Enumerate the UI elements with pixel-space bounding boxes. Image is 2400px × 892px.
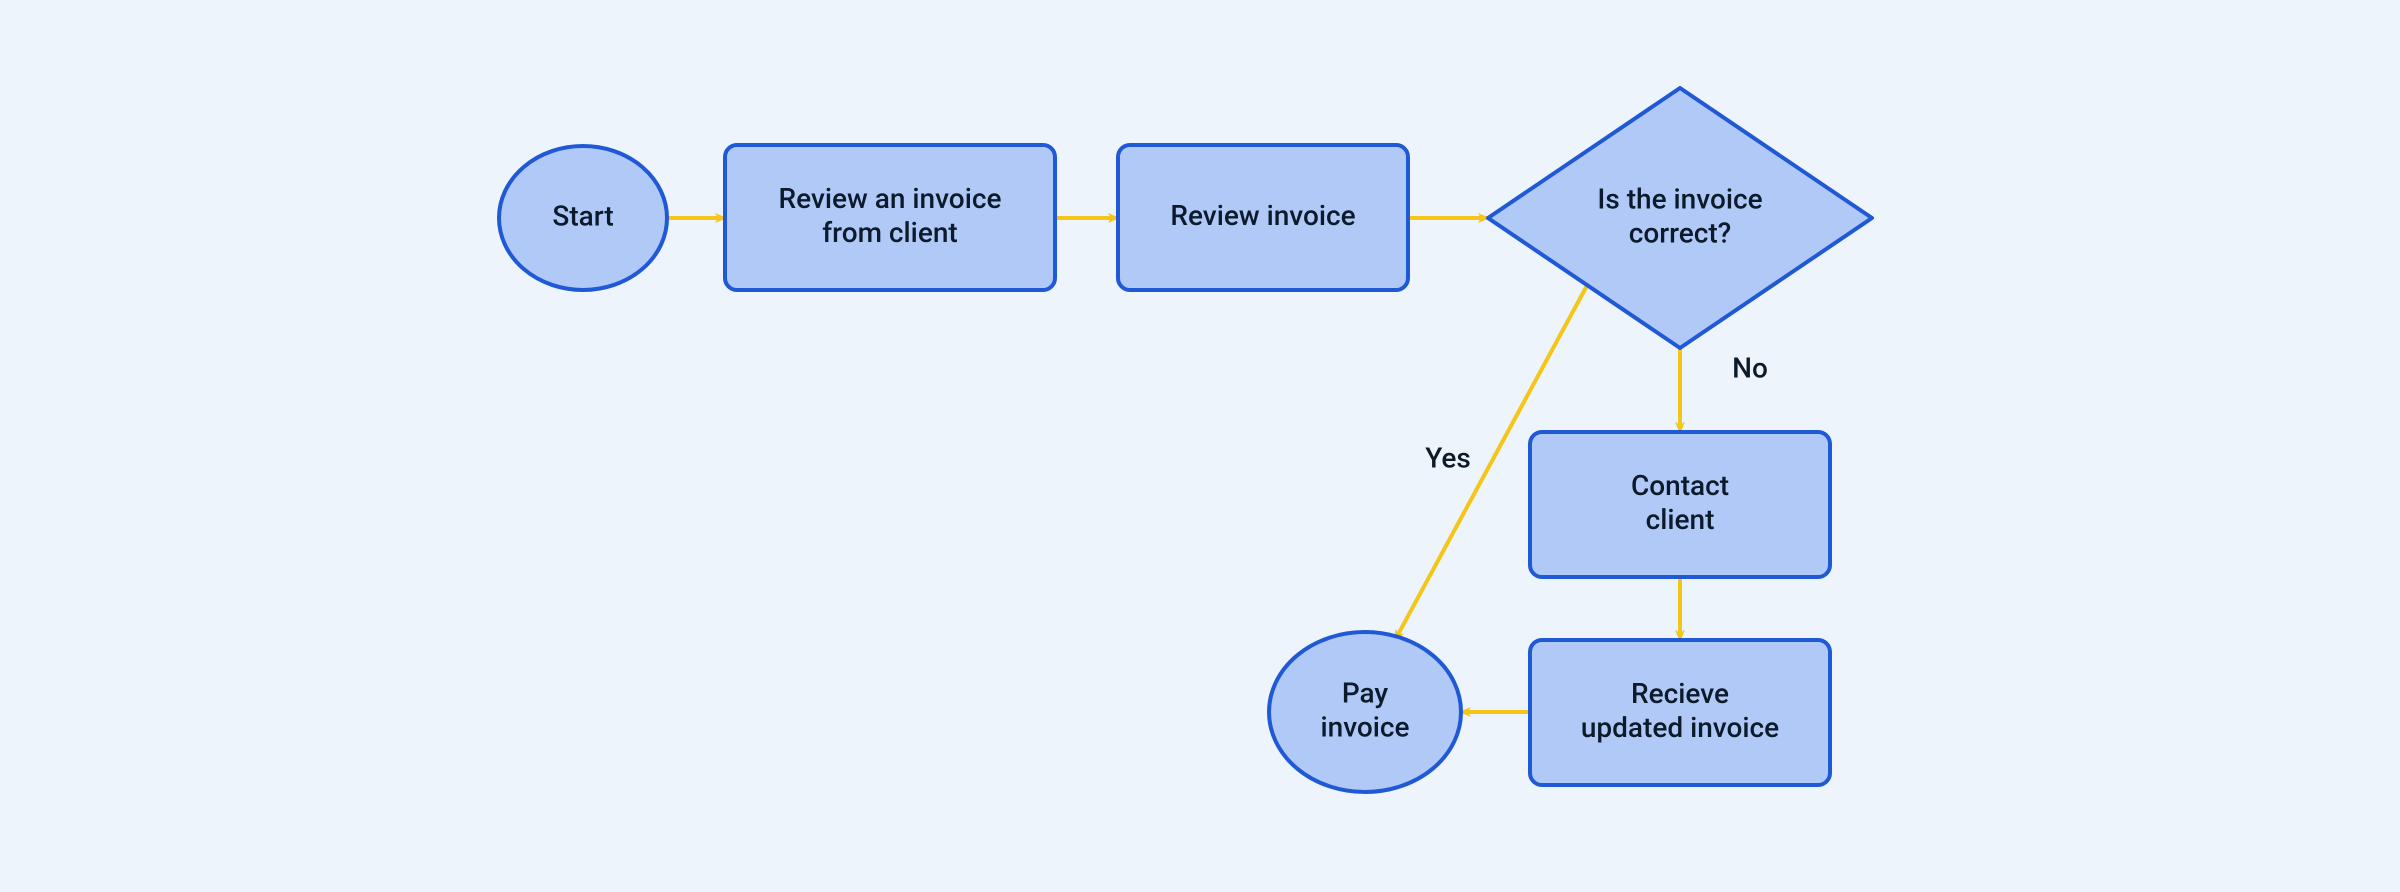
node-review_from_client-label-line-1: from client bbox=[822, 216, 957, 249]
edge-label-decision-pay_invoice: Yes bbox=[1425, 441, 1471, 474]
node-pay_invoice-label-line-0: Pay bbox=[1342, 676, 1389, 709]
node-start-label-line-0: Start bbox=[552, 199, 613, 232]
node-review_from_client-label-line-0: Review an invoice bbox=[779, 182, 1002, 215]
node-contact_client: Contactclient bbox=[1530, 432, 1830, 577]
node-contact_client-label-line-0: Contact bbox=[1631, 469, 1729, 502]
node-decision-label-line-0: Is the invoice bbox=[1597, 182, 1762, 215]
node-decision: Is the invoicecorrect? bbox=[1488, 88, 1872, 348]
node-pay_invoice: Payinvoice bbox=[1269, 632, 1461, 792]
flowchart-canvas: NoYesStartReview an invoicefrom clientRe… bbox=[0, 0, 2400, 892]
node-review_invoice-label-line-0: Review invoice bbox=[1170, 199, 1355, 232]
node-pay_invoice-label-line-1: invoice bbox=[1320, 710, 1409, 743]
node-receive_updated-label-line-0: Recieve bbox=[1631, 677, 1729, 710]
nodes-group: StartReview an invoicefrom clientReview … bbox=[499, 88, 1872, 792]
node-contact_client-label-line-1: client bbox=[1646, 503, 1715, 536]
node-review_from_client: Review an invoicefrom client bbox=[725, 145, 1055, 290]
node-decision-label-line-1: correct? bbox=[1629, 216, 1732, 249]
node-review_invoice: Review invoice bbox=[1118, 145, 1408, 290]
edge-label-decision-contact_client: No bbox=[1732, 351, 1768, 384]
node-start: Start bbox=[499, 146, 667, 290]
node-receive_updated: Recieveupdated invoice bbox=[1530, 640, 1830, 785]
node-receive_updated-label-line-1: updated invoice bbox=[1581, 711, 1779, 744]
